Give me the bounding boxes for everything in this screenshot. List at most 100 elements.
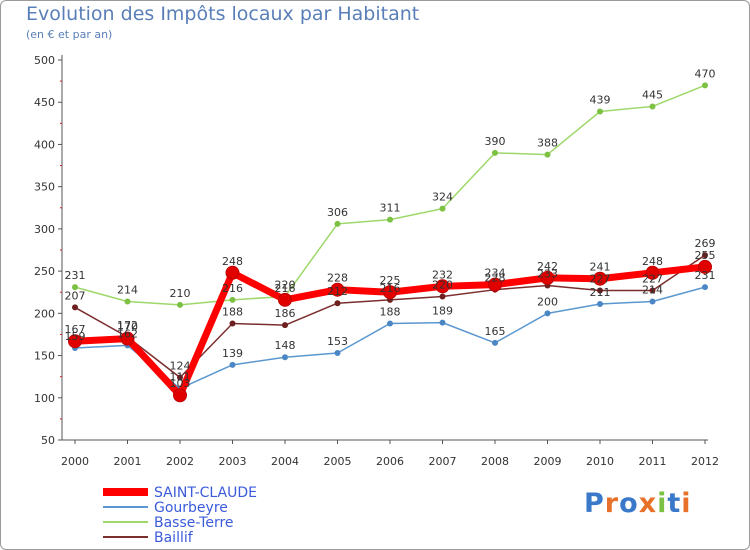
data-label: 162 [117, 327, 138, 340]
y-tick-label: 350 [34, 181, 55, 194]
data-point [488, 277, 502, 292]
data-point [593, 271, 607, 286]
data-label: 216 [380, 282, 401, 295]
x-tick-label: 2001 [114, 455, 142, 468]
data-label: 255 [695, 249, 716, 262]
data-label: 311 [380, 202, 401, 215]
data-label: 233 [537, 267, 558, 280]
y-tick-label: 100 [34, 392, 55, 405]
data-label: 124 [170, 360, 191, 373]
data-label: 207 [65, 289, 86, 302]
data-label: 231 [65, 269, 86, 282]
data-point [649, 103, 656, 110]
data-point [334, 350, 341, 357]
data-point [544, 151, 551, 158]
data-point [173, 388, 187, 403]
data-point [229, 296, 236, 303]
data-point [698, 259, 712, 274]
y-tick-label: 300 [34, 223, 55, 236]
data-point [649, 298, 656, 305]
data-label: 212 [327, 285, 348, 298]
data-point [330, 282, 345, 297]
legend-label: Gourbeyre [154, 500, 228, 516]
y-tick-label: 150 [34, 350, 55, 363]
data-point [544, 310, 551, 317]
x-tick-label: 2005 [324, 455, 352, 468]
data-label: 188 [380, 305, 401, 318]
x-tick-label: 2000 [61, 455, 89, 468]
data-point [540, 270, 555, 285]
y-tick-label: 500 [34, 54, 55, 67]
data-point [72, 304, 78, 311]
data-label: 388 [537, 137, 558, 150]
data-label: 231 [695, 269, 716, 282]
data-label: 470 [695, 67, 716, 80]
data-point [282, 322, 288, 329]
data-point [702, 284, 708, 291]
data-label: 167 [65, 323, 86, 336]
data-label: 211 [590, 286, 611, 299]
data-label: 189 [432, 305, 453, 318]
data-label: 228 [485, 272, 506, 285]
data-point [492, 149, 498, 156]
data-label: 214 [642, 284, 663, 297]
data-label: 306 [327, 206, 348, 219]
data-point [492, 339, 498, 346]
data-point [229, 361, 236, 368]
data-label: 103 [170, 377, 191, 390]
x-tick-label: 2002 [166, 455, 194, 468]
data-label: 232 [432, 268, 453, 281]
data-point [282, 354, 288, 361]
data-label: 170 [117, 321, 138, 334]
data-point [439, 293, 446, 300]
data-label: 269 [695, 237, 716, 250]
data-point [225, 265, 240, 280]
legend-label: Basse-Terre [154, 515, 234, 531]
data-label: 172 [117, 319, 138, 332]
x-tick-label: 2007 [429, 455, 457, 468]
series-line-basse-terre [74, 84, 706, 306]
data-label: 248 [222, 255, 243, 268]
data-label: 220 [432, 278, 453, 291]
data-label: 390 [485, 135, 506, 148]
data-point [597, 108, 603, 115]
x-tick-label: 2010 [586, 455, 614, 468]
data-point [597, 287, 603, 294]
data-point [387, 216, 393, 223]
data-label: 216 [222, 282, 243, 295]
data-label: 111 [170, 370, 191, 383]
data-label: 139 [222, 347, 243, 360]
x-tick-label: 2006 [376, 455, 404, 468]
data-label: 188 [222, 305, 243, 318]
data-label: 159 [65, 330, 86, 343]
data-point [334, 220, 341, 227]
data-point [702, 82, 708, 89]
y-tick-label: 250 [34, 265, 55, 278]
data-point [649, 287, 656, 294]
data-point [702, 252, 708, 259]
data-label: 153 [327, 335, 348, 348]
data-point [435, 279, 450, 294]
data-label: 248 [642, 255, 663, 268]
data-label: 439 [590, 94, 611, 107]
data-label: 227 [590, 273, 611, 286]
x-tick-label: 2004 [271, 455, 299, 468]
y-tick-label: 400 [34, 138, 55, 151]
data-label: 324 [432, 191, 453, 204]
chart-subtitle: (en € et par an) [26, 28, 113, 41]
x-tick-label: 2011 [639, 455, 667, 468]
data-label: 227 [642, 273, 663, 286]
data-label: 200 [537, 295, 558, 308]
y-tick-label: 200 [34, 307, 55, 320]
data-label: 214 [117, 284, 138, 297]
chart-title: Evolution des Impôts locaux par Habitant [26, 3, 420, 25]
data-point [177, 374, 183, 381]
data-point [645, 265, 660, 280]
data-point [68, 334, 82, 349]
y-tick-label: 50 [41, 434, 55, 447]
data-label: 234 [485, 267, 506, 280]
x-tick-label: 2008 [481, 455, 509, 468]
data-point [597, 301, 603, 308]
data-label: 242 [537, 260, 558, 273]
